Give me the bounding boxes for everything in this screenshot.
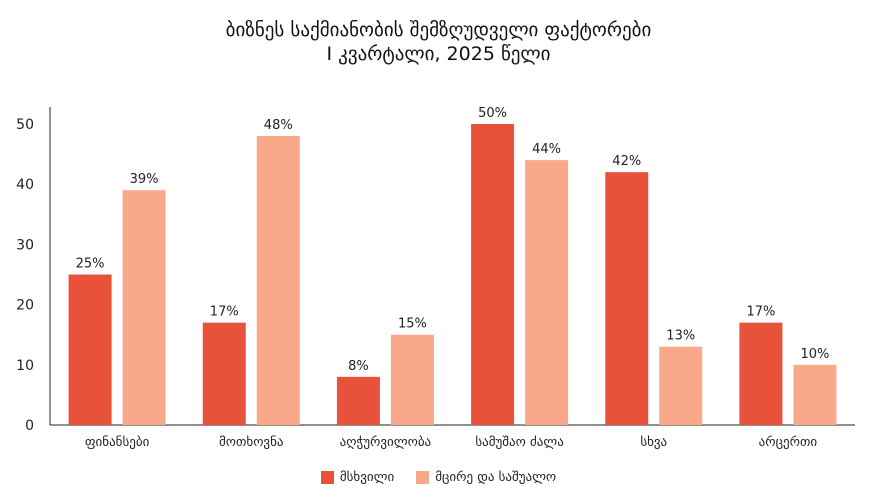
y-tick-label: 10: [16, 358, 34, 374]
y-tick-label: 40: [16, 177, 34, 193]
bar-large: [739, 322, 783, 425]
data-label: 15%: [398, 317, 427, 332]
bar-sme: [659, 346, 703, 425]
legend-swatch-large: [320, 471, 334, 484]
x-category-label: სხვა: [640, 435, 667, 450]
bar-large: [202, 322, 246, 425]
legend-label-sme: მცირე და საშუალო: [435, 470, 557, 485]
x-category-label: სამუშაო ძალა: [475, 435, 564, 450]
legend-swatch-sme: [416, 471, 430, 484]
x-category-label: არცერთი: [759, 435, 818, 450]
bar-sme: [390, 334, 434, 425]
data-label: 39%: [130, 172, 159, 187]
data-label: 50%: [478, 106, 507, 121]
y-tick-label: 20: [16, 298, 34, 314]
chart-title: ბიზნეს საქმიანობის შემზღუდველი ფაქტორები: [225, 19, 652, 41]
chart-subtitle: I კვარტალი, 2025 წელი: [326, 43, 551, 65]
chart-title-block: ბიზნეს საქმიანობის შემზღუდველი ფაქტორები…: [0, 18, 877, 66]
legend: მსხვილი მცირე და საშუალო: [0, 470, 877, 485]
bar-large: [605, 172, 649, 425]
bar-sme: [793, 364, 837, 425]
x-category-label: ფინანსები: [85, 435, 150, 450]
data-label: 17%: [746, 305, 775, 320]
data-label: 10%: [800, 347, 829, 362]
bar-sme: [122, 190, 166, 425]
data-label: 13%: [666, 329, 695, 344]
bar-sme: [256, 136, 300, 426]
data-label: 48%: [264, 118, 293, 133]
bar-large: [471, 124, 515, 425]
data-label: 8%: [348, 359, 369, 374]
legend-label-large: მსხვილი: [339, 470, 395, 485]
legend-item-sme: მცირე და საშუალო: [416, 470, 556, 485]
data-label: 25%: [76, 257, 105, 272]
x-category-label: აღჭურვილობა: [340, 435, 432, 450]
bar-large: [336, 376, 380, 425]
y-tick-label: 30: [16, 237, 34, 253]
data-label: 44%: [532, 142, 561, 157]
bar-large: [68, 274, 112, 425]
data-label: 42%: [612, 154, 641, 169]
data-label: 17%: [210, 305, 239, 320]
y-tick-label: 50: [16, 117, 34, 133]
legend-item-large: მსხვილი: [320, 470, 395, 485]
bar-sme: [525, 160, 569, 425]
y-tick-label: 0: [25, 418, 34, 434]
x-category-label: მოთხოვნა: [219, 435, 284, 450]
